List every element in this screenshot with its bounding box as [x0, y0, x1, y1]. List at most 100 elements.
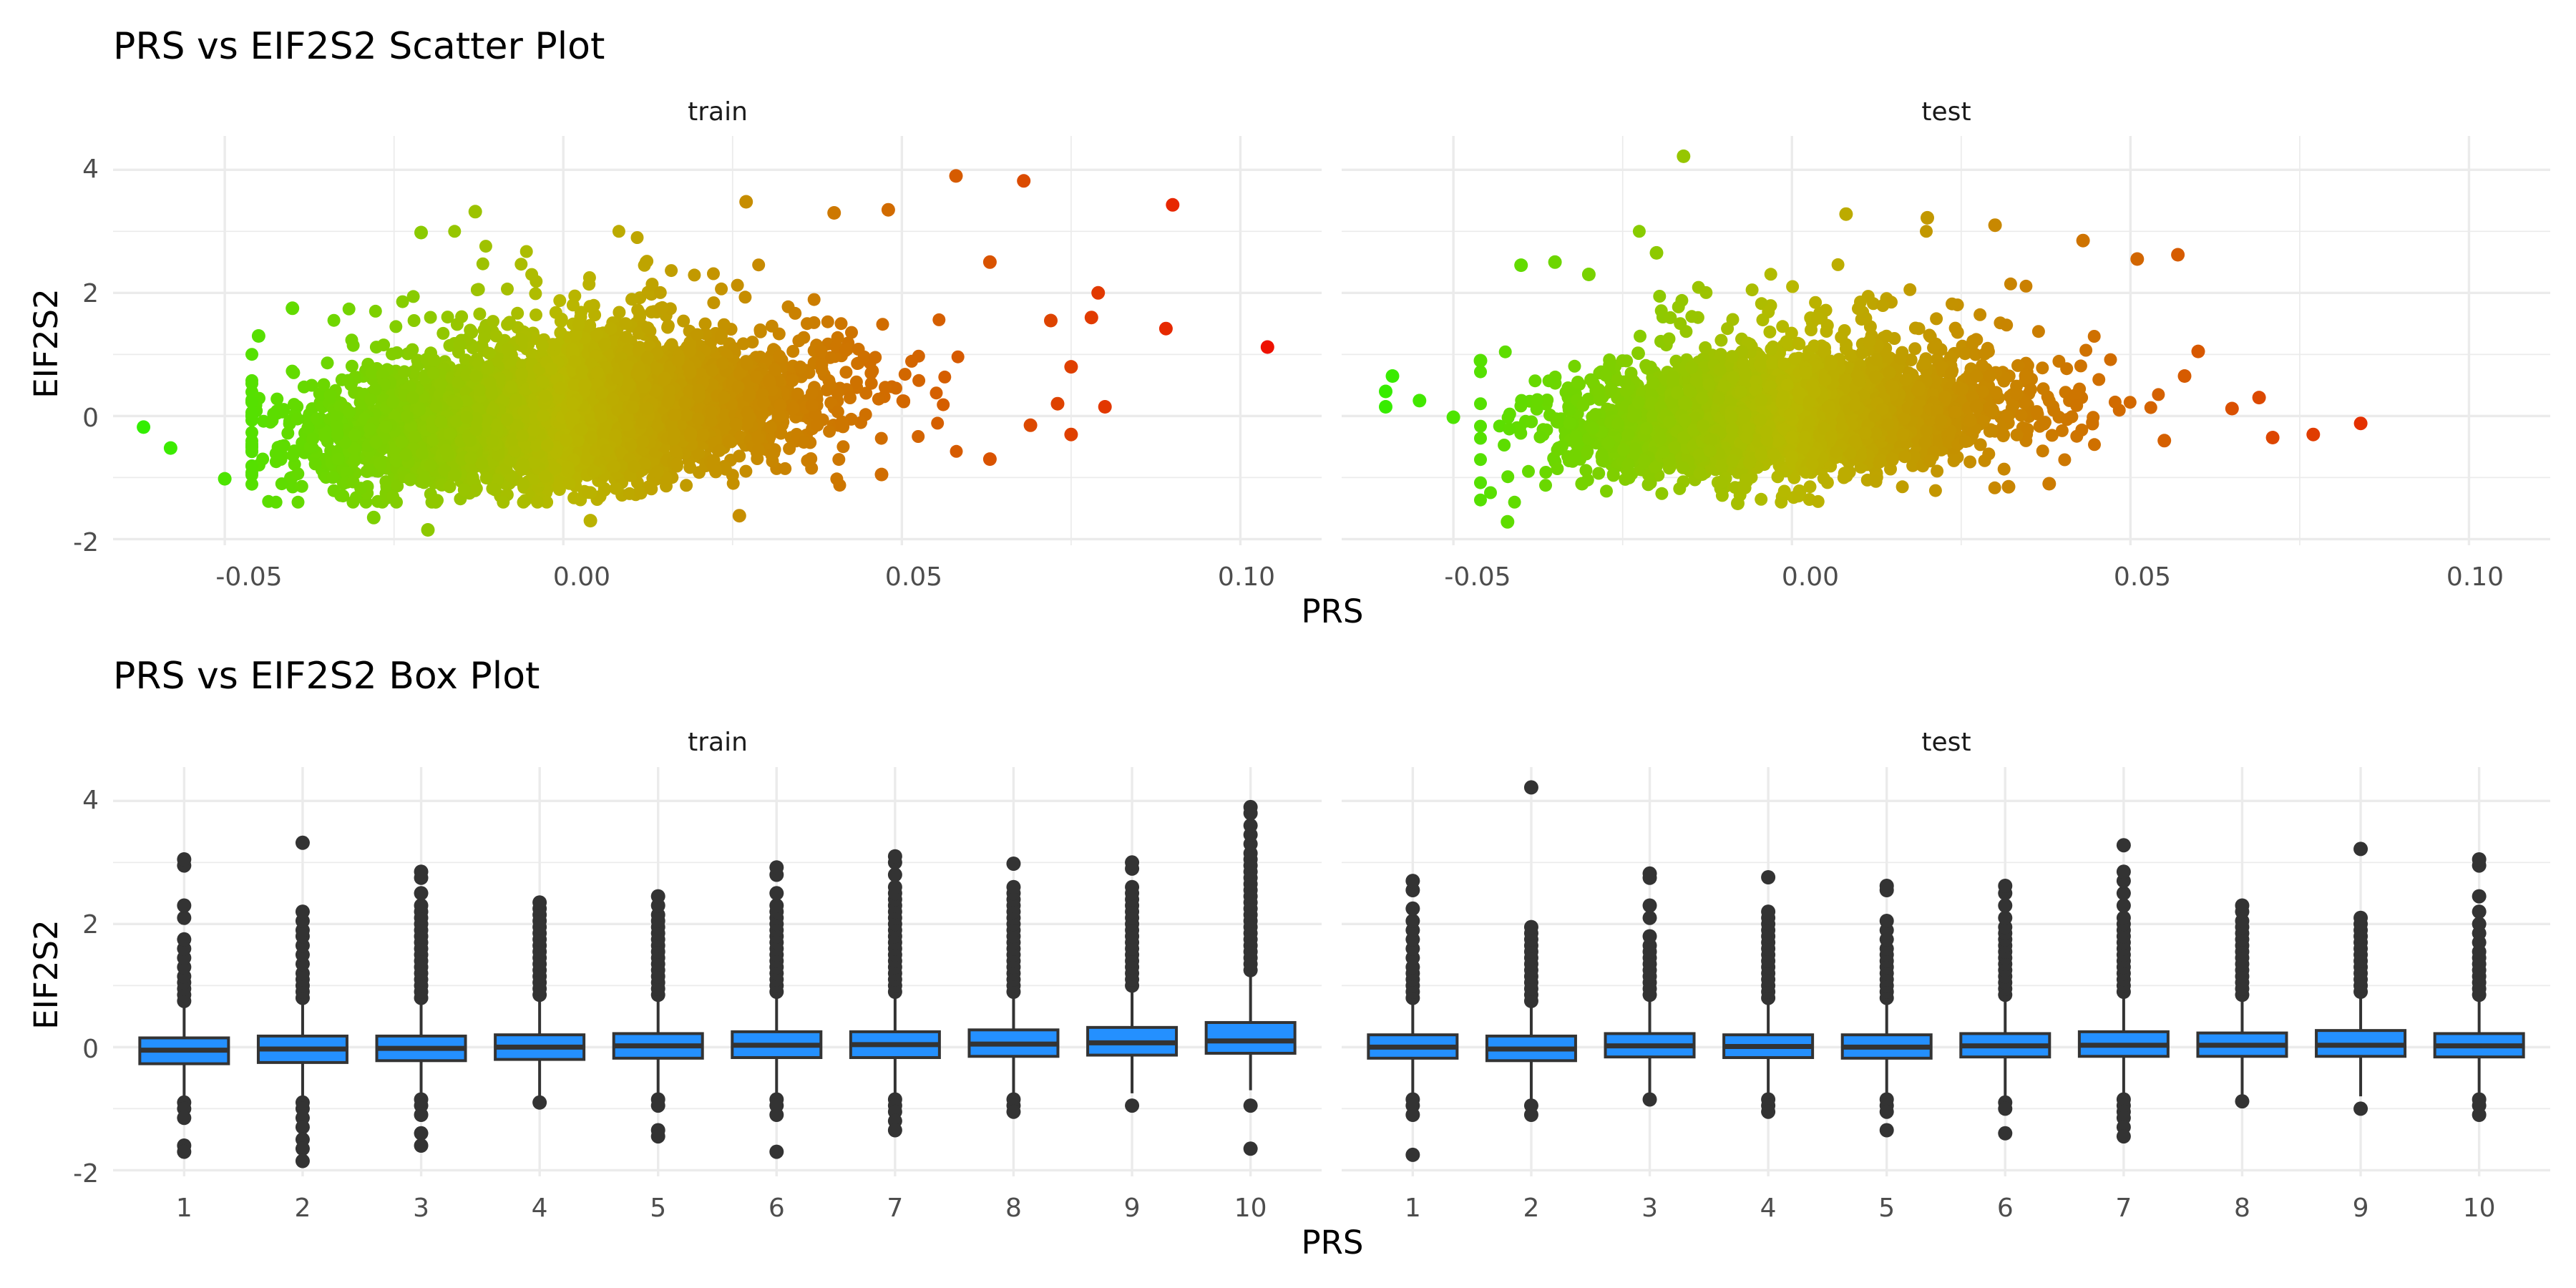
scatter-point: [365, 366, 379, 380]
scatter-point: [692, 447, 706, 460]
scatter-point: [831, 405, 844, 419]
scatter-point: [479, 240, 492, 253]
scatter-point: [831, 386, 844, 400]
scatter-point: [830, 472, 844, 486]
scatter-point: [625, 293, 638, 306]
scatter-point: [645, 278, 659, 291]
scatter-point: [683, 461, 697, 474]
scatter-point: [489, 329, 503, 343]
scatter-point: [583, 300, 597, 313]
scatter-point: [832, 453, 846, 467]
scatter-point: [834, 317, 848, 331]
scatter-point: [291, 467, 305, 481]
scatter-point: [340, 467, 353, 479]
scatter-point: [318, 430, 332, 444]
scatter-point: [839, 366, 853, 379]
scatter-point: [553, 294, 567, 308]
scatter-point: [932, 313, 946, 326]
scatter-point: [529, 287, 542, 301]
scatter-point: [620, 331, 633, 344]
scatter-point: [912, 374, 926, 387]
scatter-point: [619, 317, 633, 331]
scatter-point: [805, 386, 819, 400]
scatter-point: [660, 479, 673, 493]
scatter-point: [951, 350, 965, 364]
scatter-point: [275, 477, 288, 491]
scatter-point: [377, 338, 391, 352]
scatter-point: [623, 487, 636, 500]
scatter-point: [441, 311, 454, 324]
scatter-point: [765, 319, 779, 333]
scatter-point: [554, 326, 567, 339]
scatter-point: [731, 278, 744, 292]
scatter-point: [807, 293, 821, 306]
scatter-point: [789, 306, 802, 320]
scatter-point: [857, 350, 871, 364]
scatter-point: [811, 419, 824, 432]
scatter-point: [459, 353, 472, 367]
scatter-point: [448, 225, 462, 238]
scatter-point: [707, 296, 721, 310]
scatter-point: [797, 436, 811, 449]
scatter-point: [849, 375, 863, 389]
scatter-point: [898, 368, 912, 381]
scatter-point: [554, 315, 567, 328]
scatter-point: [823, 424, 836, 438]
scatter-point: [824, 378, 836, 391]
scatter-point: [291, 495, 305, 509]
scatter-point: [345, 359, 358, 373]
scatter-point: [519, 245, 533, 258]
scatter-point: [912, 430, 925, 443]
scatter-point: [306, 432, 320, 446]
scatter-point: [641, 321, 655, 335]
scatter-point: [406, 290, 420, 303]
scatter-point: [342, 302, 356, 316]
scatter-point: [482, 346, 496, 360]
scatter-point: [515, 333, 528, 346]
scatter-point: [443, 338, 457, 352]
scatter-point: [859, 386, 873, 400]
scatter-point: [950, 444, 963, 458]
scatter-point: [453, 338, 467, 352]
scatter-point: [327, 484, 341, 497]
scatter-point: [396, 295, 409, 308]
scatter-point: [806, 399, 819, 412]
scatter-point: [650, 465, 664, 479]
scatter-point: [391, 479, 404, 493]
scatter-point: [739, 464, 753, 478]
scatter-point: [691, 328, 704, 341]
scatter-point: [369, 304, 382, 318]
scatter-point: [406, 343, 419, 356]
scatter-point: [824, 396, 838, 409]
scatter-point: [752, 258, 766, 272]
scatter-point: [288, 398, 301, 411]
scatter-point: [736, 337, 750, 351]
scatter-point: [773, 349, 786, 363]
scatter-point: [346, 338, 360, 352]
scatter-point: [688, 268, 701, 282]
scatter-point: [341, 374, 355, 387]
scatter-point: [287, 366, 301, 379]
scatter-point: [269, 495, 283, 509]
scatter-point: [305, 379, 318, 392]
scatter-point: [479, 472, 493, 485]
scatter-point: [497, 495, 510, 509]
scatter-point: [707, 267, 720, 280]
scatter-point: [612, 225, 625, 238]
scatter-point: [640, 255, 654, 268]
scatter-point: [768, 363, 781, 376]
scatter-point: [613, 306, 626, 319]
scatter-point: [406, 365, 420, 379]
scatter-point: [698, 317, 712, 331]
scatter-point: [633, 306, 646, 320]
scatter-point: [930, 386, 943, 400]
scatter-point: [661, 319, 675, 333]
scatter-point: [665, 264, 678, 278]
scatter-point: [548, 462, 562, 475]
scatter-point: [245, 348, 258, 361]
scatter-point: [530, 308, 542, 322]
scatter-train-points: [137, 169, 1274, 537]
scatter-point: [836, 440, 850, 454]
